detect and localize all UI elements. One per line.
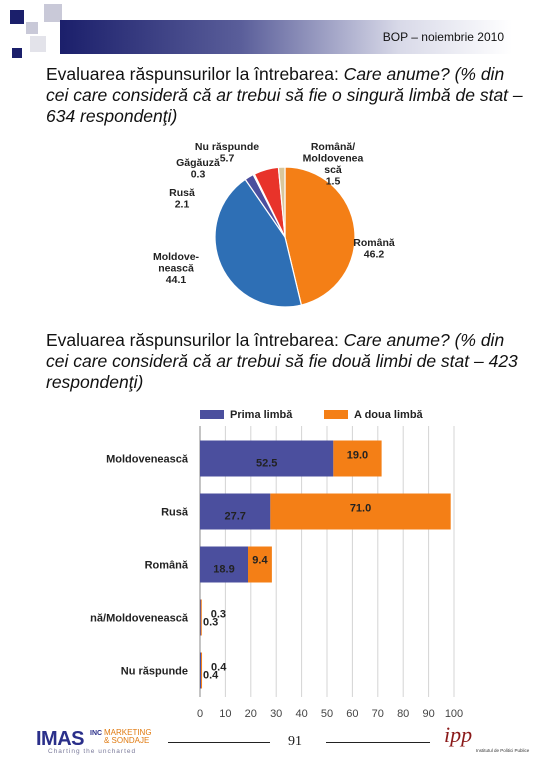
data-label: 27.7 (224, 511, 245, 523)
category-label: Rusă (161, 507, 189, 519)
bar-segment (200, 599, 201, 636)
logo-marketing: MARKETING (104, 728, 152, 737)
footer-divider (326, 742, 430, 743)
pie-slice-label: Română/Moldovenea scă 1.5 (303, 141, 364, 188)
x-tick-label: 80 (397, 708, 409, 720)
decor-square (10, 10, 24, 24)
data-label: 0.3 (203, 617, 218, 629)
heading-question: Care anume? (% din cei care consideră că… (46, 330, 518, 392)
pie-slice-label: Moldove-nească 44.1 (153, 251, 200, 286)
imas-logo: IMAS INC MARKETING & SONDAJE Charting th… (36, 728, 162, 756)
category-label: Moldovenească (106, 454, 189, 466)
bar-segment (270, 493, 451, 530)
bar-segment (200, 546, 249, 583)
footer-divider (168, 742, 270, 743)
legend-swatch (324, 410, 348, 419)
header-title: BOP – noiembrie 2010 (382, 30, 504, 44)
pie-slice-label: Rusă 2.1 (169, 187, 195, 211)
data-label: 19.0 (347, 450, 368, 462)
heading-question: Care anume? (% din cei care consideră că… (46, 64, 523, 126)
pie-slice-label: Găgăuză 0.3 (176, 157, 220, 181)
data-label: 52.5 (256, 458, 277, 470)
category-label: Română/Moldovenească (90, 613, 189, 625)
bar-segment (200, 652, 202, 689)
x-tick-label: 0 (197, 708, 203, 720)
data-label: 71.0 (350, 503, 371, 515)
category-label: Nu răspunde (121, 666, 188, 678)
data-label: 0.3 (211, 609, 226, 621)
pie-slice (277, 166, 286, 238)
bar-segment (201, 652, 203, 689)
data-label: 18.9 (213, 564, 234, 576)
bar-segment (200, 599, 202, 636)
data-label: 9.4 (252, 555, 268, 567)
pie-chart: Nu răspunde 5.7 Română/Moldovenea scă 1.5 Găg… (140, 140, 440, 310)
data-label: 0.4 (211, 662, 227, 674)
category-label: Română (145, 560, 189, 572)
decor-square (26, 22, 38, 34)
x-tick-label: 40 (295, 708, 307, 720)
pie-slice (214, 178, 303, 308)
x-tick-label: 10 (219, 708, 231, 720)
bar-segment (248, 546, 272, 583)
logo-imas: IMAS (36, 728, 85, 750)
data-label: 0.4 (203, 670, 219, 682)
x-tick-label: 30 (270, 708, 282, 720)
logo-tagline: Charting the uncharted (48, 748, 137, 755)
decor-square (30, 36, 46, 52)
pie-heading: Evaluarea răspunsurilor la întrebarea: C… (46, 64, 526, 127)
x-tick-label: 60 (346, 708, 358, 720)
x-tick-label: 50 (321, 708, 333, 720)
logo-sondaje: & SONDAJE (104, 736, 150, 745)
heading-lead: Evaluarea răspunsurilor la întrebarea: (46, 330, 339, 350)
ipp-logo: ipp Institutul de Politici Publice (440, 722, 529, 756)
legend-swatch (200, 410, 224, 419)
legend-label: A doua limbă (354, 409, 424, 421)
bar-segment (200, 440, 334, 477)
heading-lead: Evaluarea răspunsurilor la întrebarea: (46, 64, 339, 84)
legend-label: Prima limbă (230, 409, 293, 421)
bar-heading: Evaluarea răspunsurilor la întrebarea: C… (46, 330, 526, 393)
ipp-text: Institutul de Politici Publice (476, 748, 530, 753)
pie-slice-label: Nu răspunde 5.7 (195, 141, 259, 165)
bar-segment (333, 440, 382, 477)
x-tick-label: 20 (245, 708, 257, 720)
page-number: 91 (288, 734, 302, 749)
x-tick-label: 70 (372, 708, 384, 720)
header-bar (60, 20, 512, 54)
pie-slice (284, 166, 356, 306)
x-tick-label: 100 (445, 708, 463, 720)
decor-square (12, 48, 22, 58)
decor-square (44, 4, 62, 22)
bar-chart: Prima limbă A doua limbă 0 10 20 30 40 50 60 70 80… (60, 402, 470, 724)
logo-inc: INC (90, 730, 103, 737)
x-tick-label: 90 (422, 708, 434, 720)
pie-slice-label: Română 46.2 (353, 237, 395, 261)
bar-segment (200, 493, 271, 530)
ipp-mark: ipp (444, 722, 473, 747)
